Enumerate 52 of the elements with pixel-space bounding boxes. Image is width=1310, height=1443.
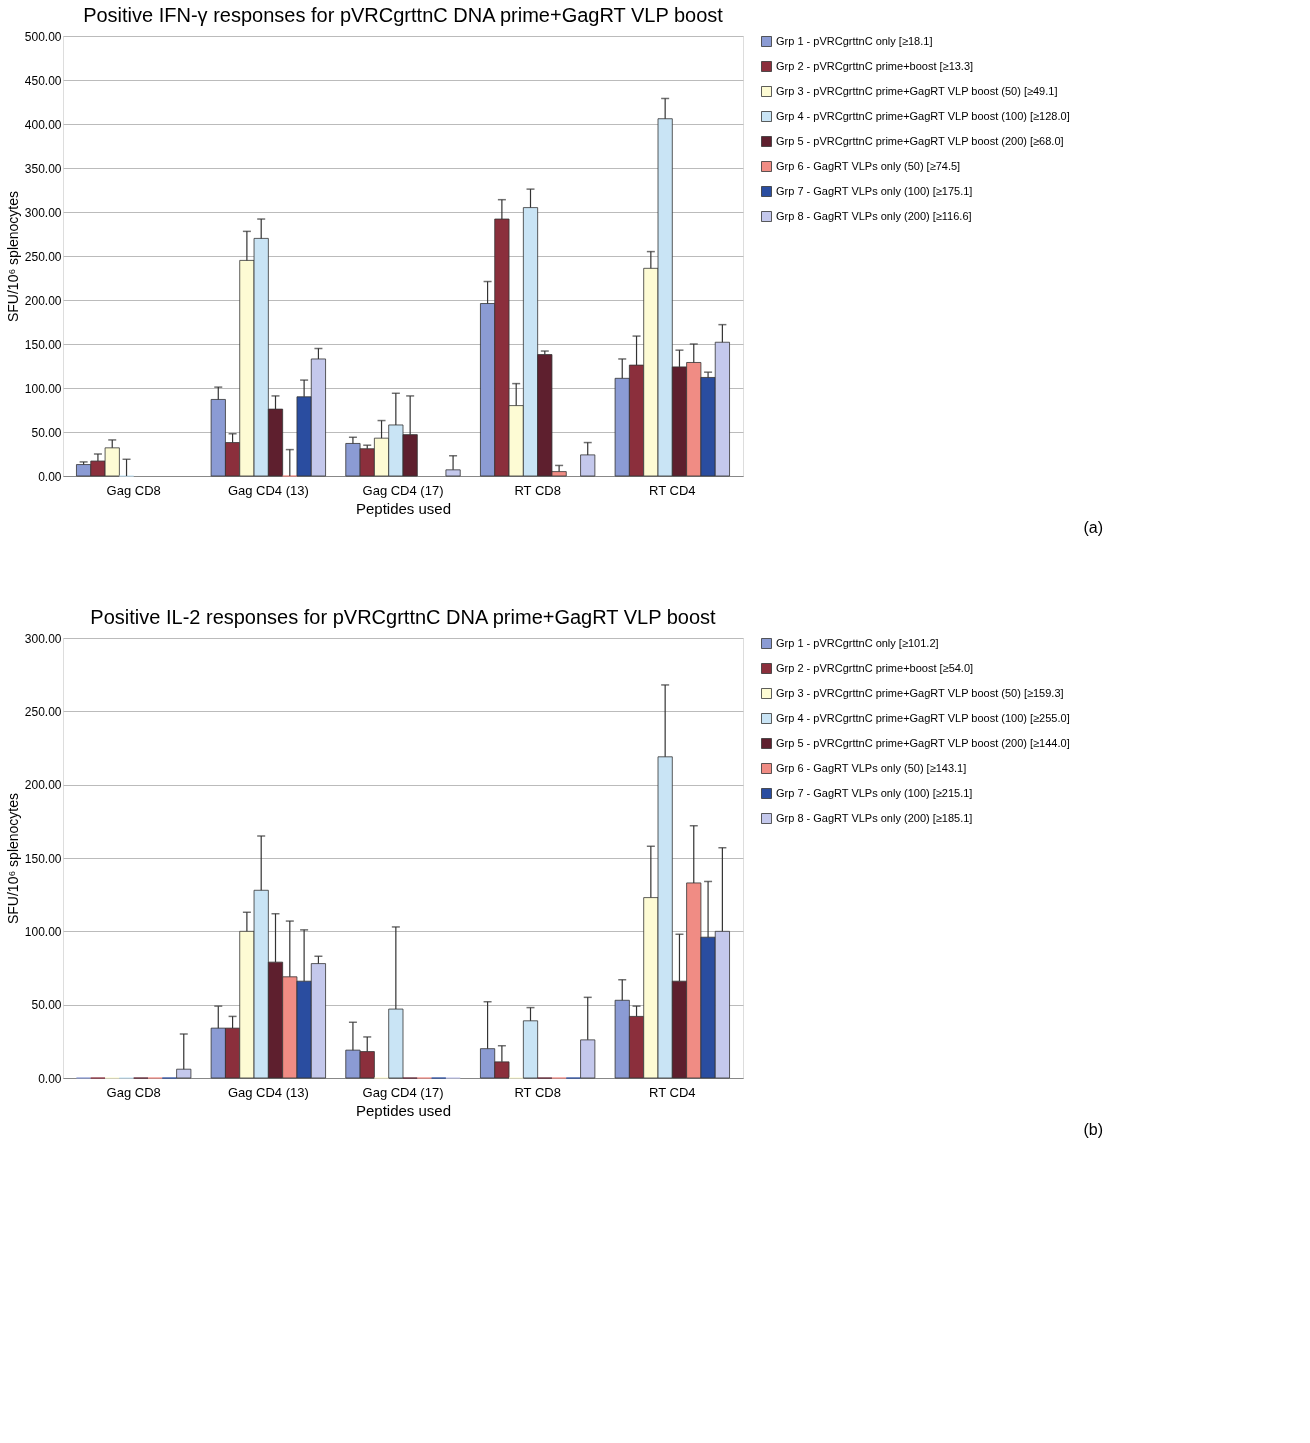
y-tick-label: 300.00 <box>24 631 62 646</box>
legend-label: Grp 6 - GagRT VLPs only (50) [≥143.1] <box>776 761 967 774</box>
y-tick-label: 250.00 <box>24 704 62 719</box>
x-tick-label: Gag CD4 (17) <box>362 482 444 498</box>
y-tick-label: 300.00 <box>24 205 62 220</box>
y-tick-label: 350.00 <box>24 161 62 176</box>
legend-label: Grp 5 - pVRCgrttnC prime+GagRT VLP boost (200) [≥68.0] <box>776 134 1064 147</box>
y-tick-label: 400.00 <box>24 117 62 132</box>
legend-label: Grp 1 - pVRCgrttnC only [≥101.2] <box>776 636 939 649</box>
legend-label: Grp 8 - GagRT VLPs only (200) [≥116.6] <box>776 209 972 222</box>
legend-label: Grp 4 - pVRCgrttnC prime+GagRT VLP boost (100) [≥255.0] <box>776 711 1070 724</box>
y-tick-label: 150.00 <box>24 337 62 352</box>
x-tick-label: RT CD8 <box>514 482 561 498</box>
chart-title: Positive IFN-γ responses for pVRCgrttnC DNA prime+GagRT VLP boost <box>83 4 724 26</box>
y-tick-label: 50.00 <box>31 425 62 440</box>
text: (b) <box>1083 1121 1103 1138</box>
y-tick-label: 0.00 <box>38 469 62 484</box>
legend-label: Grp 6 - GagRT VLPs only (50) [≥74.5] <box>776 159 961 172</box>
legend-label: Grp 3 - pVRCgrttnC prime+GagRT VLP boost (50) [≥159.3] <box>776 686 1064 699</box>
y-tick-label: 200.00 <box>24 778 62 793</box>
y-tick-label: 100.00 <box>24 381 62 396</box>
x-tick-label: RT CD4 <box>649 482 696 498</box>
legend-label: Grp 3 - pVRCgrttnC prime+GagRT VLP boost (50) [≥49.1] <box>776 84 1058 97</box>
y-tick-label: 450.00 <box>24 73 62 88</box>
y-tick-label: 200.00 <box>24 293 62 308</box>
x-tick-label: RT CD4 <box>649 1084 696 1100</box>
legend-label: Grp 1 - pVRCgrttnC only [≥18.1] <box>776 34 933 47</box>
y-tick-label: 0.00 <box>38 1071 62 1086</box>
chart-title: Positive IL-2 responses for pVRCgrttnC DNA prime+GagRT VLP boost <box>90 606 717 628</box>
legend-label: Grp 8 - GagRT VLPs only (200) [≥185.1] <box>776 811 973 824</box>
legend-label: Grp 7 - GagRT VLPs only (100) [≥175.1] <box>776 184 973 197</box>
x-tick-label: Gag CD4 (13) <box>227 1084 309 1100</box>
legend-label: Grp 2 - pVRCgrttnC prime+boost [≥54.0] <box>776 661 974 674</box>
y-axis-title: SFU/10⁶ splenocytes <box>4 190 21 323</box>
x-tick-label: RT CD8 <box>514 1084 561 1100</box>
y-tick-label: 150.00 <box>24 851 62 866</box>
y-tick-label: 100.00 <box>24 924 62 939</box>
y-axis-title: SFU/10⁶ splenocytes <box>4 792 21 925</box>
legend-label: Grp 5 - pVRCgrttnC prime+GagRT VLP boost (200) [≥144.0] <box>776 736 1070 749</box>
y-tick-label: 500.00 <box>24 29 62 44</box>
x-tick-label: Gag CD8 <box>106 1084 161 1100</box>
legend-label: Grp 4 - pVRCgrttnC prime+GagRT VLP boost (100) [≥128.0] <box>776 109 1070 122</box>
text: (a) <box>1083 519 1103 536</box>
x-tick-label: Gag CD4 (17) <box>362 1084 444 1100</box>
legend-label: Grp 7 - GagRT VLPs only (100) [≥215.1] <box>776 786 973 799</box>
x-axis-title: Peptides used <box>355 1101 452 1119</box>
x-tick-label: Gag CD8 <box>106 482 161 498</box>
x-axis-title: Peptides used <box>355 499 452 517</box>
x-tick-label: Gag CD4 (13) <box>227 482 309 498</box>
legend-label: Grp 2 - pVRCgrttnC prime+boost [≥13.3] <box>776 59 974 72</box>
y-tick-label: 50.00 <box>31 998 62 1013</box>
y-tick-label: 250.00 <box>24 249 62 264</box>
